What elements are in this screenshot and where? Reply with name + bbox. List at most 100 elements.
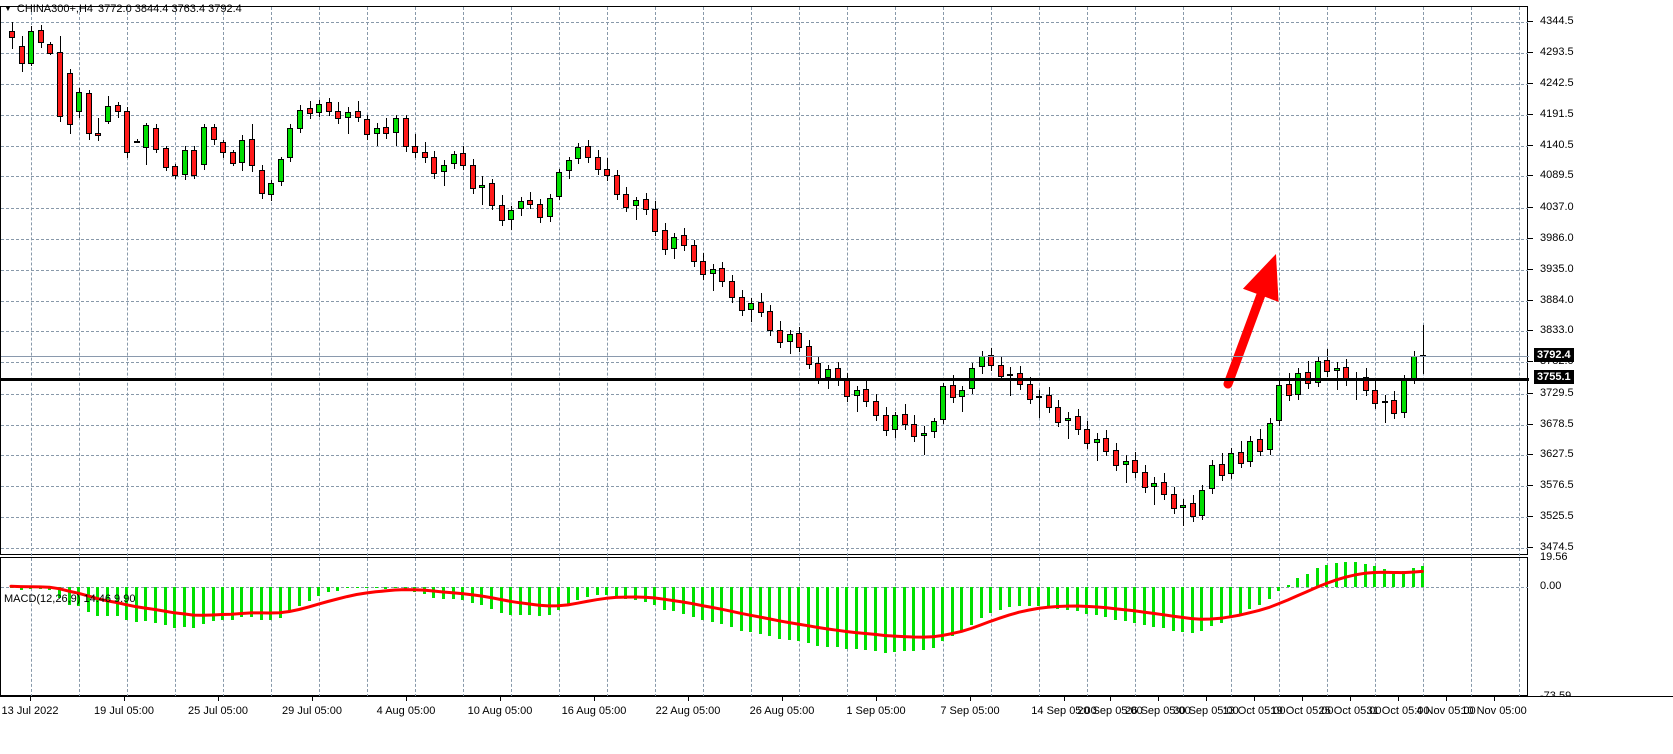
macd-histogram-bar bbox=[634, 587, 637, 600]
macd-histogram-bar bbox=[1162, 587, 1165, 629]
macd-histogram-bar bbox=[307, 587, 311, 601]
price-tick bbox=[1528, 207, 1533, 209]
macd-histogram-bar bbox=[10, 587, 13, 589]
candle-body bbox=[681, 235, 687, 247]
price-tick bbox=[1528, 516, 1533, 518]
macd-histogram-bar bbox=[1229, 587, 1233, 618]
time-scale[interactable]: 13 Jul 2022 19 Jul 05:00 25 Jul 05:00 29 Ju… bbox=[0, 696, 1673, 754]
candle-body bbox=[1045, 394, 1052, 409]
macd-histogram-bar bbox=[701, 587, 705, 621]
price-chart-panel[interactable] bbox=[0, 6, 1529, 556]
macd-histogram-bar bbox=[202, 587, 205, 624]
candle-body bbox=[1247, 440, 1254, 463]
macd-histogram-bar bbox=[1142, 587, 1146, 626]
macd-histogram-bar bbox=[970, 587, 973, 625]
candle-body bbox=[1189, 503, 1196, 517]
time-tick bbox=[1302, 697, 1303, 701]
macd-histogram-bar bbox=[250, 587, 253, 618]
candle-body bbox=[402, 118, 409, 148]
macd-histogram-bar bbox=[547, 587, 551, 615]
candle-body bbox=[565, 160, 572, 172]
candle-body bbox=[1324, 359, 1331, 372]
candle-body bbox=[757, 301, 764, 313]
current-price-line bbox=[1, 355, 1529, 357]
time-tick bbox=[1446, 697, 1447, 701]
macd-time-gridline bbox=[511, 558, 512, 697]
macd-histogram-bar bbox=[1238, 587, 1242, 615]
macd-histogram-bar bbox=[826, 587, 829, 647]
price-tick bbox=[1528, 546, 1533, 548]
macd-histogram-bar bbox=[941, 587, 945, 641]
candle-wick bbox=[1337, 362, 1338, 390]
macd-histogram-bar bbox=[912, 587, 916, 652]
macd-histogram-bar bbox=[1018, 587, 1021, 606]
price-tick bbox=[1528, 454, 1533, 456]
candle-body bbox=[1391, 399, 1398, 415]
macd-indicator-panel[interactable] bbox=[0, 557, 1529, 697]
price-tick bbox=[1528, 83, 1533, 84]
macd-histogram-bar bbox=[1171, 587, 1175, 631]
price-axis-label: 3986.0 bbox=[1540, 231, 1574, 244]
candle-body bbox=[940, 386, 947, 421]
time-tick bbox=[1064, 697, 1065, 701]
candle-body bbox=[297, 109, 303, 129]
price-axis-label: 4037.0 bbox=[1540, 201, 1574, 214]
price-axis-label: 3678.5 bbox=[1540, 417, 1574, 430]
candle-body bbox=[277, 159, 284, 183]
macd-histogram-bar bbox=[778, 587, 781, 640]
time-gridline bbox=[1423, 7, 1424, 556]
price-tick bbox=[1528, 299, 1533, 301]
macd-histogram-bar bbox=[422, 587, 426, 595]
macd-histogram-bar bbox=[211, 587, 215, 621]
candle-body bbox=[28, 31, 35, 64]
macd-histogram-bar bbox=[163, 587, 167, 626]
time-axis-label: 19 Jul 05:00 bbox=[94, 705, 154, 717]
candle-body bbox=[988, 354, 995, 366]
chart-menu-caret-icon[interactable]: ▼ bbox=[4, 4, 12, 13]
macd-histogram-bar bbox=[710, 587, 714, 622]
candle-body bbox=[844, 380, 851, 398]
price-axis-label: 4242.5 bbox=[1540, 77, 1574, 89]
time-axis-label: 26 Aug 05:00 bbox=[749, 705, 815, 717]
macd-histogram-bar bbox=[1354, 562, 1357, 588]
macd-histogram-bar bbox=[576, 587, 580, 601]
candle-body bbox=[1218, 463, 1225, 476]
candle-body bbox=[642, 199, 649, 210]
time-gridline bbox=[1279, 7, 1280, 556]
candle-wick bbox=[1423, 324, 1424, 374]
candle-wick bbox=[482, 176, 483, 206]
macd-histogram-bar bbox=[1411, 567, 1415, 588]
price-gridline bbox=[1, 22, 1529, 24]
macd-histogram-bar bbox=[144, 587, 148, 622]
macd-time-gridline bbox=[223, 558, 224, 697]
macd-histogram-bar bbox=[154, 587, 157, 623]
candle-body bbox=[1151, 482, 1158, 487]
macd-histogram-bar bbox=[1037, 587, 1041, 606]
price-scale[interactable]: 4344.5 4293.5 4242.5 4191.5 4140.5 4089.5 4037… bbox=[1528, 6, 1673, 702]
price-tick bbox=[1528, 21, 1533, 23]
time-axis-label: 20 Sep 05:00 bbox=[1077, 705, 1143, 717]
candle-body bbox=[124, 110, 131, 154]
macd-histogram-bar bbox=[288, 587, 292, 613]
candle-body bbox=[479, 184, 486, 189]
price-gridline bbox=[1, 424, 1529, 426]
macd-histogram-bar bbox=[1315, 568, 1319, 588]
macd-histogram-bar bbox=[1152, 587, 1156, 627]
macd-histogram-bar bbox=[605, 587, 609, 595]
candle-body bbox=[815, 363, 822, 380]
candle-body bbox=[143, 125, 150, 149]
candle-body bbox=[133, 141, 140, 144]
candle-body bbox=[1257, 439, 1263, 452]
time-tick bbox=[594, 697, 595, 701]
candle-body bbox=[1209, 464, 1215, 489]
candle-body bbox=[748, 302, 755, 311]
price-gridline bbox=[1, 547, 1529, 549]
candle-body bbox=[229, 151, 236, 165]
candle-wick bbox=[348, 107, 349, 134]
price-tick bbox=[1528, 392, 1533, 394]
macd-histogram-bar bbox=[182, 587, 186, 627]
candle-wick bbox=[1154, 476, 1155, 505]
macd-histogram-bar bbox=[566, 587, 570, 606]
candle-body bbox=[153, 127, 159, 150]
macd-histogram-bar bbox=[499, 587, 503, 613]
